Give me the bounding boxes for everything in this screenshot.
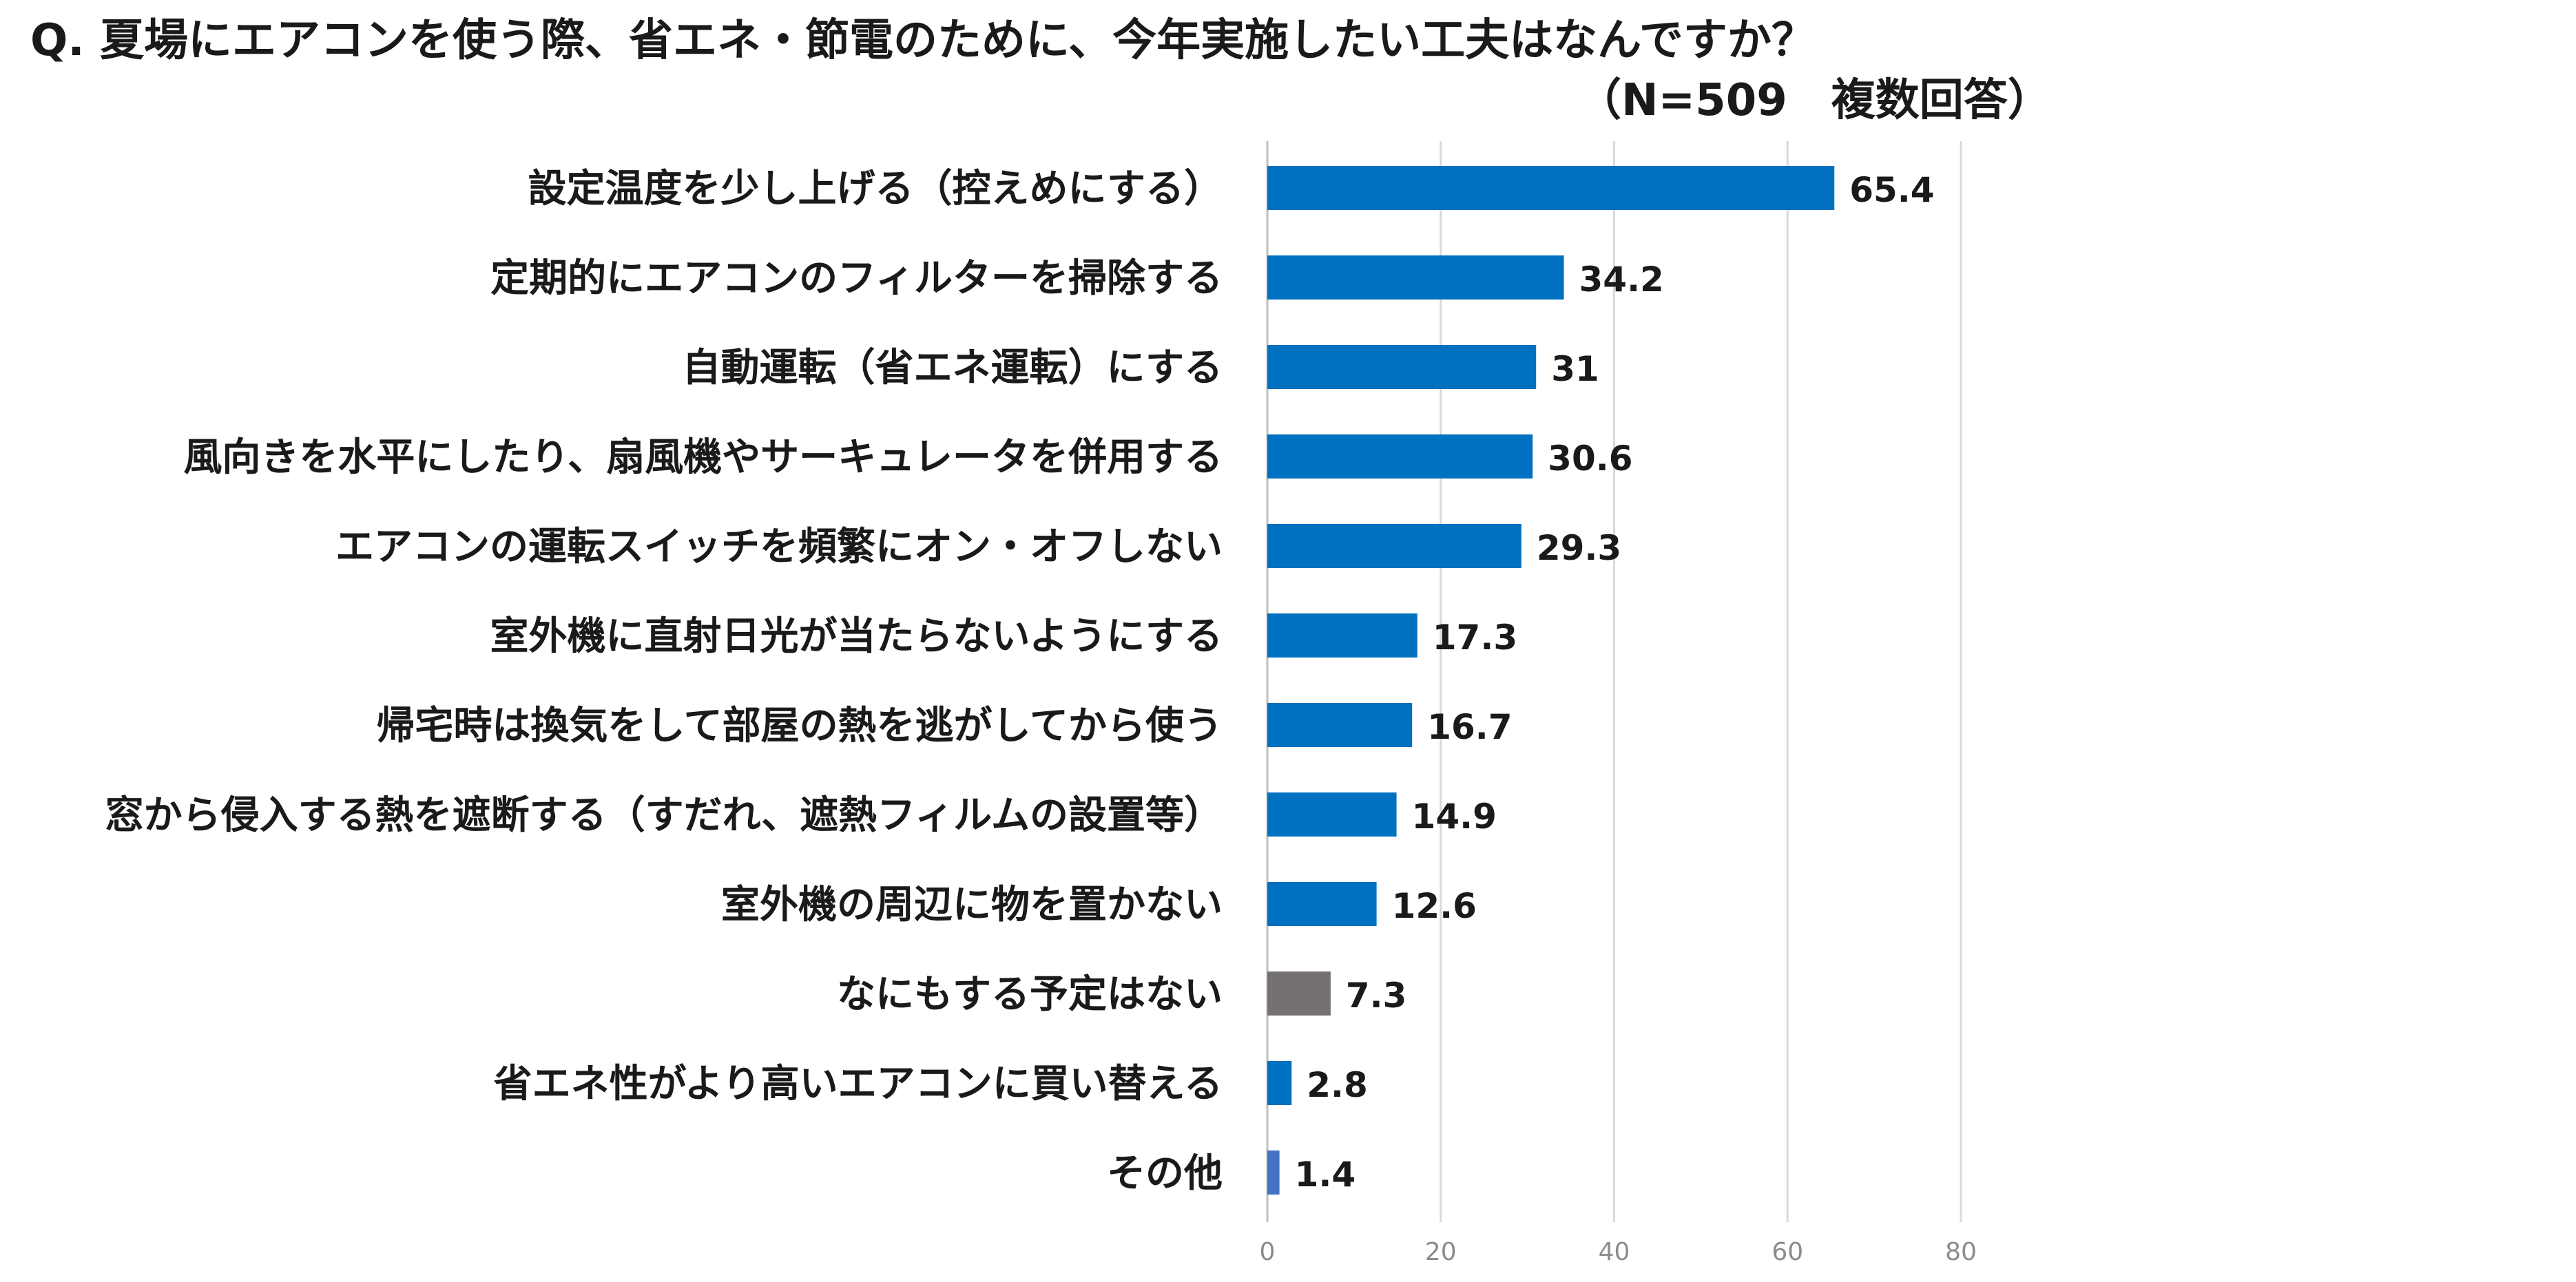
bar [1267, 255, 1564, 300]
bar [1267, 792, 1397, 837]
value-label: 34.2 [1579, 260, 1663, 300]
value-label: 7.3 [1346, 976, 1407, 1016]
category-label: 定期的にエアコンのフィルターを掃除する [490, 256, 1223, 301]
value-label: 14.9 [1412, 797, 1497, 837]
bar [1267, 971, 1331, 1016]
value-label: 17.3 [1433, 618, 1517, 658]
value-label: 30.6 [1548, 439, 1632, 479]
value-label: 31 [1551, 349, 1599, 389]
category-label: なにもする予定はない [837, 972, 1223, 1017]
category-label: その他 [1107, 1151, 1223, 1196]
category-label: 窓から侵入する熱を遮断する（すだれ、遮熱フィルムの設置等） [105, 793, 1223, 838]
x-tick-label: 0 [1260, 1238, 1276, 1266]
bar [1267, 613, 1417, 658]
category-label: 自動運転（省エネ運転）にする [682, 346, 1223, 390]
category-label: 風向きを水平にしたり、扇風機やサーキュレータを併用する [183, 435, 1223, 480]
x-tick-label: 60 [1772, 1238, 1803, 1266]
value-label: 12.6 [1392, 886, 1477, 926]
grid-layer [1266, 141, 1962, 1222]
bar [1267, 1150, 1280, 1195]
bar [1267, 1061, 1292, 1105]
bar-layer [1267, 166, 1835, 1195]
label-layer: 0 20 40 60 80 設定温度を少し上げる（控えめにする） 65.4 定期的にエアコンの… [105, 167, 1977, 1266]
value-label: 16.7 [1427, 707, 1512, 747]
x-tick-label: 80 [1945, 1238, 1977, 1266]
x-tick-label: 40 [1599, 1238, 1630, 1266]
value-label: 1.4 [1295, 1155, 1356, 1195]
x-tick-label: 20 [1425, 1238, 1457, 1266]
category-label: 設定温度を少し上げる（控えめにする） [528, 167, 1223, 211]
category-label: 室外機に直射日光が当たらないようにする [490, 614, 1223, 659]
category-label: 省エネ性がより高いエアコンに買い替える [494, 1062, 1223, 1106]
value-label: 29.3 [1537, 528, 1621, 568]
value-label: 2.8 [1307, 1065, 1368, 1105]
bar [1267, 434, 1533, 479]
category-label: エアコンの運転スイッチを頻繁にオン・オフしない [335, 525, 1223, 569]
chart-title: Q. 夏場にエアコンを使う際、省エネ・節電のために、今年実施したい工夫はなんです… [30, 15, 1816, 66]
bar [1267, 882, 1377, 926]
chart-subtitle: （N=509 複数回答） [1577, 75, 2052, 126]
bar [1267, 345, 1537, 389]
category-label: 帰宅時は換気をして部屋の熱を逃がしてから使う [376, 704, 1223, 748]
bar [1267, 703, 1413, 747]
bar [1267, 524, 1521, 568]
value-label: 65.4 [1849, 170, 1934, 210]
bar [1267, 166, 1835, 210]
category-label: 室外機の周辺に物を置かない [721, 883, 1223, 927]
